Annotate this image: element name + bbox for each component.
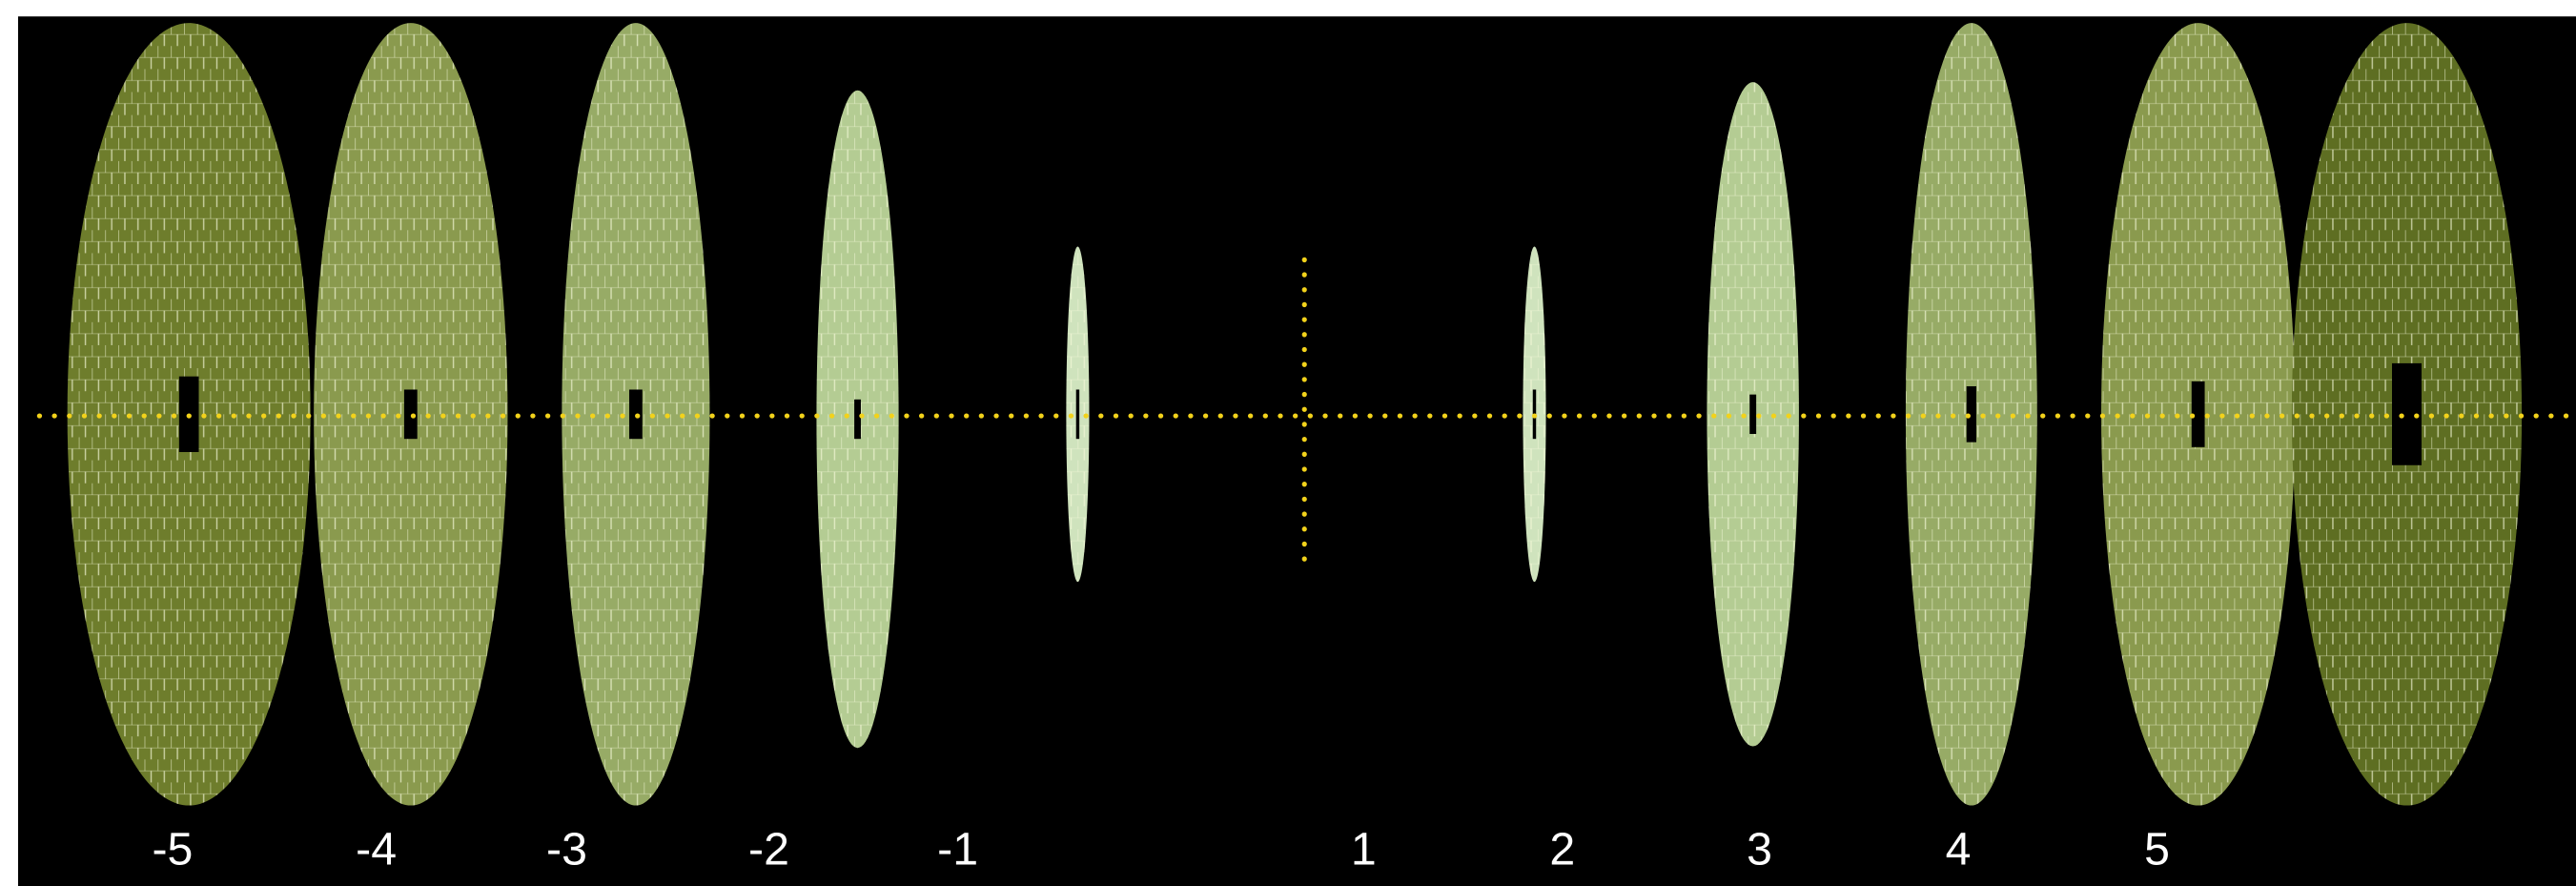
disk-hole bbox=[1749, 395, 1756, 434]
page: {"labels": ["-5", "-4", "-3", "-2", "-1"… bbox=[0, 0, 2576, 886]
disk-label: -5 bbox=[152, 824, 193, 876]
disk-hole bbox=[1076, 389, 1079, 439]
disk-label: -2 bbox=[748, 824, 789, 876]
disk-label: -1 bbox=[937, 824, 978, 876]
disk-hole bbox=[854, 400, 861, 439]
disk-label: 3 bbox=[1747, 824, 1772, 876]
disk-label: -4 bbox=[356, 824, 397, 876]
disk-label: 5 bbox=[2144, 824, 2170, 876]
disk-label: 1 bbox=[1351, 824, 1377, 876]
disk-label: 2 bbox=[1549, 824, 1575, 876]
disk-label: 4 bbox=[1946, 824, 1972, 876]
scene: -5 -4 -3 -2 -1 1 2 3 4 5 bbox=[0, 0, 2576, 886]
disk-hole bbox=[404, 389, 418, 439]
disk-label: -3 bbox=[546, 824, 587, 876]
